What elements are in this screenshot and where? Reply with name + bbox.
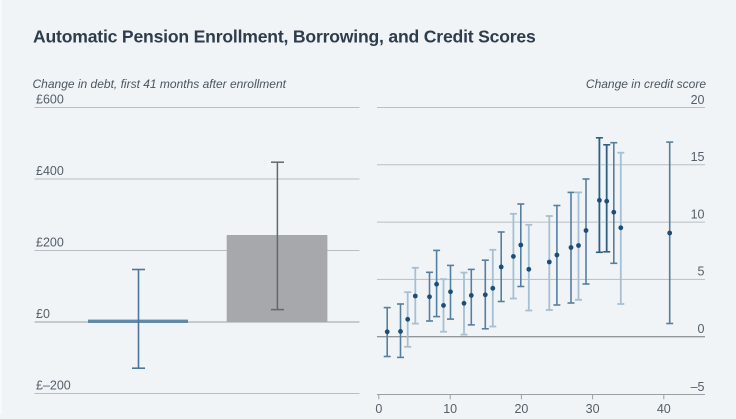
svg-text:£200: £200: [36, 236, 64, 250]
svg-text:£600: £600: [36, 93, 64, 107]
svg-text:Automatic Pension Enrollment,: Automatic Pension Enrollment, Borrowing,…: [33, 27, 536, 47]
svg-text:20: 20: [691, 93, 705, 107]
svg-text:–5: –5: [691, 380, 705, 394]
svg-text:20: 20: [514, 402, 528, 414]
svg-text:10: 10: [691, 207, 705, 221]
svg-text:Change in debt, first 41 month: Change in debt, first 41 months after en…: [33, 77, 287, 91]
svg-text:0: 0: [698, 322, 705, 336]
svg-text:£0: £0: [36, 307, 50, 321]
svg-text:0: 0: [375, 402, 382, 414]
svg-text:40: 40: [657, 402, 671, 414]
svg-text:15: 15: [691, 150, 705, 164]
svg-text:30: 30: [586, 402, 600, 414]
svg-text:5: 5: [698, 265, 705, 279]
svg-text:£400: £400: [36, 164, 64, 178]
svg-text:Change in credit score: Change in credit score: [586, 77, 706, 91]
svg-text:£–200: £–200: [36, 379, 71, 393]
svg-text:10: 10: [443, 402, 457, 414]
